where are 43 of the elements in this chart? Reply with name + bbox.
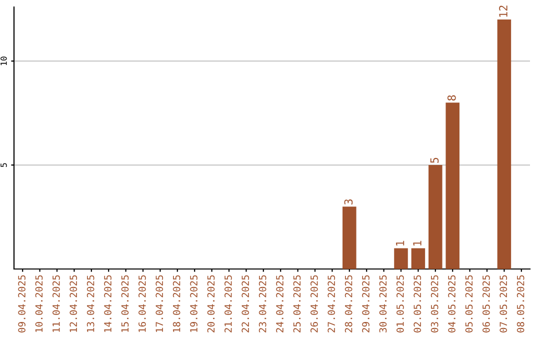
x-tick-label: 03.05.2025 [430,275,438,332]
x-tick-label: 17.04.2025 [156,275,164,332]
x-tick-label: 10.04.2025 [35,275,43,332]
data-label: 5 [430,158,439,163]
x-tick-label: 22.04.2025 [242,275,250,332]
x-tick-label: 15.04.2025 [121,275,129,332]
x-tick-label: 23.04.2025 [258,275,266,332]
x-tick-label: 05.05.2025 [465,275,473,332]
data-label: 8 [447,95,456,101]
data-label: 1 [396,240,404,246]
x-tick-label: 28.04.2025 [344,275,352,332]
data-label: 3 [344,199,353,204]
x-tick-label: 07.05.2025 [500,275,508,332]
bar [342,206,356,269]
x-tick-label: 25.04.2025 [293,275,301,332]
x-tick-label: 08.05.2025 [516,275,524,332]
x-tick-label: 11.04.2025 [52,275,60,332]
x-tick-label: 21.04.2025 [224,275,232,332]
x-tick-label: 19.04.2025 [190,275,198,332]
x-tick-label: 18.04.2025 [172,275,180,332]
x-tick-label: 20.04.2025 [207,275,215,332]
bar [394,248,408,269]
x-tick-label: 09.04.2025 [18,275,26,332]
data-label: 12 [499,6,508,17]
x-tick-label: 29.04.2025 [362,275,370,332]
x-tick-label: 14.04.2025 [104,275,112,332]
x-tick-label: 06.05.2025 [482,275,490,332]
bar [446,102,460,269]
x-tick-label: 01.05.2025 [396,275,404,332]
x-tick-label: 30.04.2025 [379,275,387,332]
x-tick-label: 04.05.2025 [448,275,456,332]
x-tick-label: 16.04.2025 [138,275,146,332]
x-tick-label: 26.04.2025 [310,275,318,332]
data-label: 1 [413,240,422,246]
x-tick-label: 24.04.2025 [276,275,284,332]
y-tick-label: 10 [0,56,7,66]
bar [411,248,426,269]
bar [497,19,512,269]
bar [428,165,442,269]
x-tick-label: 27.04.2025 [328,275,336,332]
x-tick-label: 02.05.2025 [414,275,422,332]
x-tick-label: 12.04.2025 [70,275,78,332]
x-tick-label: 13.04.2025 [86,275,94,332]
